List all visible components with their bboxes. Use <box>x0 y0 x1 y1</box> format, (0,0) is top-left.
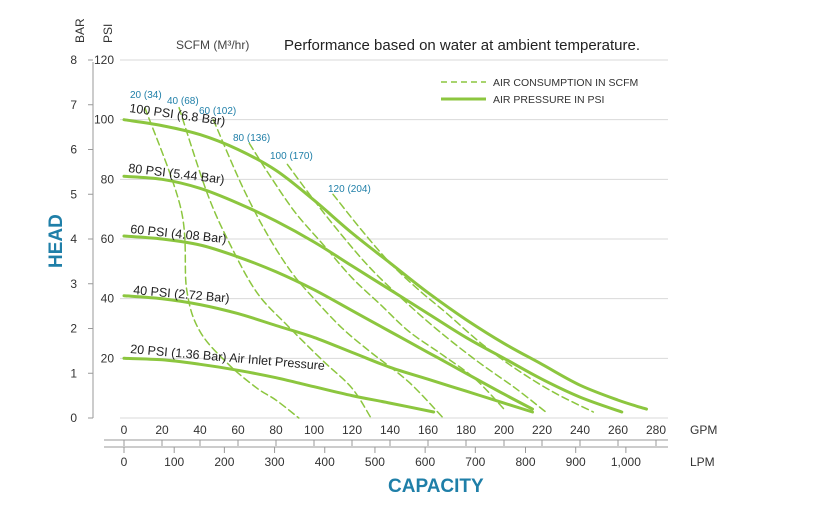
gpm-tick-label: 80 <box>269 423 283 437</box>
gpm-tick-label: 260 <box>608 423 628 437</box>
bar-tick-label: 2 <box>70 322 77 336</box>
lpm-tick-label: 900 <box>566 455 586 469</box>
lpm-axis-ticks: 0 100 200 300 400 500 600 700 800 900 1,000 <box>121 447 641 469</box>
legend-air-consumption: AIR CONSUMPTION IN SCFM <box>493 77 638 89</box>
psi-tick-label: 60 <box>101 232 115 246</box>
air-consumption-curve <box>248 142 505 410</box>
curves <box>122 106 648 419</box>
psi-tick-label: 80 <box>101 172 115 186</box>
air-pressure-curve <box>122 356 436 414</box>
scfm-curve-label: 20 (34) <box>130 90 162 101</box>
gpm-axis-ticks: 0 20 40 60 80 100 120 140 160 180 200 220 240 260 280 <box>121 423 666 446</box>
air-consumption-curve <box>286 163 547 413</box>
bar-tick-label: 0 <box>70 411 77 425</box>
curve-labels: 100 PSI (6.8 Bar)80 PSI (5.44 Bar)60 PSI… <box>128 90 371 373</box>
air-pressure-curve <box>122 294 534 414</box>
lpm-tick-label: 100 <box>164 455 184 469</box>
gpm-tick-label: 100 <box>304 423 324 437</box>
psi-tick-label: 40 <box>101 292 115 306</box>
scfm-curve-label: 40 (68) <box>167 96 199 107</box>
gpm-tick-label: 280 <box>646 423 666 437</box>
psi-tick-label: 100 <box>94 113 114 127</box>
bar-tick-label: 5 <box>70 187 77 201</box>
lpm-tick-label: 700 <box>465 455 485 469</box>
lpm-tick-label: 600 <box>415 455 435 469</box>
scfm-curve-label: 120 (204) <box>328 184 371 195</box>
bar-tick-label: 4 <box>70 232 77 246</box>
air-consumption-curve <box>144 106 300 419</box>
psi-tick-label: 20 <box>101 351 115 365</box>
capacity-axis-label: CAPACITY <box>388 476 484 497</box>
lpm-tick-label: 300 <box>265 455 285 469</box>
gpm-unit-label: GPM <box>690 423 717 437</box>
bar-tick-label: 1 <box>70 366 77 380</box>
bar-unit-label: BAR <box>73 18 87 43</box>
bar-tick-label: 3 <box>70 277 77 291</box>
chart-title: Performance based on water at ambient te… <box>284 37 640 54</box>
gpm-tick-label: 240 <box>570 423 590 437</box>
scfm-header: SCFM (M³/hr) <box>176 38 249 52</box>
lpm-tick-label: 500 <box>365 455 385 469</box>
air-consumption-curve <box>178 106 372 419</box>
gpm-tick-label: 120 <box>342 423 362 437</box>
psi-axis-ticks: 20 40 60 80 100 120 <box>94 53 114 365</box>
gpm-tick-label: 220 <box>532 423 552 437</box>
air-pressure-curve <box>122 234 534 411</box>
gpm-tick-label: 140 <box>380 423 400 437</box>
gpm-tick-label: 60 <box>231 423 245 437</box>
gpm-tick-label: 20 <box>155 423 169 437</box>
bar-tick-label: 8 <box>70 53 77 67</box>
air-consumption-curve <box>332 193 595 413</box>
lpm-tick-label: 1,000 <box>611 455 641 469</box>
bar-tick-label: 6 <box>70 143 77 157</box>
scfm-curve-label: 80 (136) <box>233 133 270 144</box>
lpm-tick-label: 800 <box>515 455 535 469</box>
lpm-tick-label: 200 <box>214 455 234 469</box>
gpm-tick-label: 160 <box>418 423 438 437</box>
gridlines <box>120 59 668 419</box>
psi-tick-label: 120 <box>94 53 114 67</box>
lpm-tick-label: 400 <box>315 455 335 469</box>
gpm-tick-label: 200 <box>494 423 514 437</box>
gpm-tick-label: 180 <box>456 423 476 437</box>
legend-air-pressure: AIR PRESSURE IN PSI <box>493 94 604 106</box>
scfm-curve-label: 60 (102) <box>199 106 236 117</box>
head-axis-label: HEAD <box>46 214 67 268</box>
scfm-curve-label: 100 (170) <box>270 151 313 162</box>
air-consumption-curve <box>212 118 444 419</box>
air-pressure-curve <box>122 174 624 414</box>
legend: AIR CONSUMPTION IN SCFM AIR PRESSURE IN … <box>441 77 638 106</box>
lpm-tick-label: 0 <box>121 455 128 469</box>
gpm-tick-label: 0 <box>121 423 128 437</box>
psi-unit-label: PSI <box>101 24 115 43</box>
bar-axis-ticks: 0 1 2 3 4 5 6 7 8 <box>70 53 93 425</box>
gpm-tick-label: 40 <box>193 423 207 437</box>
bar-tick-label: 7 <box>70 98 77 112</box>
lpm-unit-label: LPM <box>690 455 715 469</box>
